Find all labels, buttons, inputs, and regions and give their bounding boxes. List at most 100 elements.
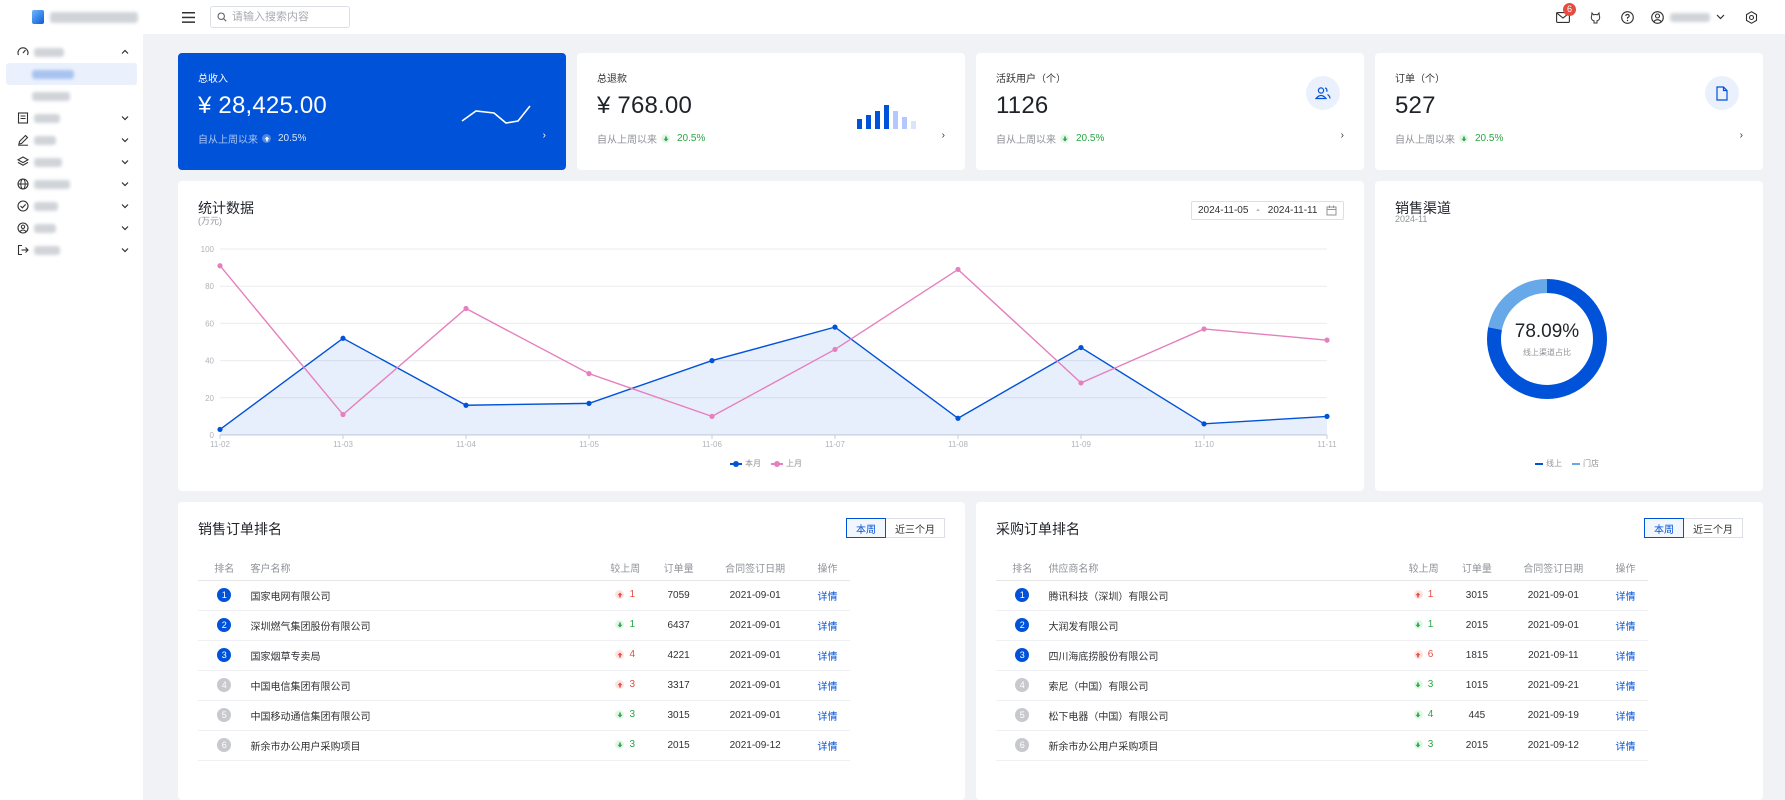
github-button[interactable] bbox=[1579, 0, 1611, 34]
table-row[interactable]: 4 中国电信集团有限公司 3 3317 2021-09-01 详情 bbox=[198, 670, 850, 701]
data-point[interactable] bbox=[1078, 380, 1084, 386]
data-point[interactable] bbox=[1201, 421, 1207, 427]
table-row[interactable]: 6 新余市办公用户采购项目 3 2015 2021-09-12 详情 bbox=[198, 730, 850, 761]
action-cell: 详情 bbox=[1602, 580, 1648, 611]
column-header: 订单量 bbox=[1450, 556, 1504, 581]
panel-title: 统计数据 bbox=[198, 200, 254, 216]
sidebar-item-user[interactable] bbox=[0, 217, 143, 239]
data-point[interactable] bbox=[709, 358, 715, 364]
data-point[interactable] bbox=[463, 402, 469, 408]
settings-button[interactable] bbox=[1735, 0, 1767, 34]
date-range-picker[interactable]: 2024-11-05 - 2024-11-11 bbox=[1191, 201, 1344, 220]
legend-item-store[interactable]: 门店 bbox=[1572, 458, 1599, 469]
data-point[interactable] bbox=[955, 415, 961, 421]
data-point[interactable] bbox=[463, 305, 469, 312]
search-box[interactable] bbox=[210, 6, 350, 28]
date-start[interactable]: 2024-11-05 bbox=[1198, 205, 1249, 216]
tab-last-three-months[interactable]: 近三个月 bbox=[1684, 518, 1743, 538]
stat-footer-text: 自从上周以来 bbox=[1395, 135, 1455, 146]
detail-link[interactable]: 详情 bbox=[817, 741, 838, 753]
donut-slice-2[interactable] bbox=[1487, 279, 1607, 399]
detail-link[interactable]: 详情 bbox=[1615, 741, 1636, 753]
detail-link[interactable]: 详情 bbox=[817, 591, 838, 603]
arrow-down-icon bbox=[1413, 740, 1423, 750]
stat-card-revenue[interactable]: 总收入 ¥ 28,425.00 自从上周以来 20.5% › bbox=[178, 53, 566, 170]
trend-value: 1 bbox=[1427, 589, 1434, 601]
stat-card-refund[interactable]: 总退款 ¥ 768.00 自从上周以来 20.5% › bbox=[577, 53, 965, 170]
sidebar-subitem-2[interactable] bbox=[6, 85, 137, 107]
app-logo[interactable] bbox=[0, 0, 165, 34]
data-point[interactable] bbox=[709, 413, 715, 419]
orders-cell: 3317 bbox=[651, 670, 706, 701]
data-point[interactable] bbox=[340, 335, 346, 341]
legend-item-last-month[interactable]: 上月 bbox=[771, 458, 802, 469]
detail-link[interactable]: 详情 bbox=[1615, 651, 1636, 663]
sidebar-item-result[interactable] bbox=[0, 195, 143, 217]
legend-label: 本月 bbox=[745, 459, 761, 468]
table-row[interactable]: 5 松下电器（中国）有限公司 4 445 2021-09-19 详情 bbox=[996, 700, 1648, 731]
stat-more-icon[interactable]: › bbox=[941, 130, 945, 141]
data-point[interactable] bbox=[340, 411, 346, 418]
sidebar-item-logout[interactable] bbox=[0, 239, 143, 261]
mail-button[interactable]: 6 bbox=[1547, 0, 1579, 34]
legend-item-online[interactable]: 线上 bbox=[1535, 458, 1562, 469]
date-cell: 2021-09-01 bbox=[705, 580, 805, 611]
tab-last-three-months[interactable]: 近三个月 bbox=[886, 518, 945, 538]
table-row[interactable]: 1 腾讯科技（深圳）有限公司 1 3015 2021-09-01 详情 bbox=[996, 580, 1648, 611]
table-row[interactable]: 6 新余市办公用户采购项目 3 2015 2021-09-12 详情 bbox=[996, 730, 1648, 761]
data-point[interactable] bbox=[586, 400, 592, 406]
stat-more-icon[interactable]: › bbox=[1340, 130, 1344, 141]
table-row[interactable]: 4 索尼（中国）有限公司 3 1015 2021-09-21 详情 bbox=[996, 670, 1648, 701]
y-tick-label: 0 bbox=[210, 431, 215, 440]
user-menu[interactable] bbox=[1643, 0, 1735, 34]
sidebar-item-form[interactable] bbox=[0, 129, 143, 151]
help-button[interactable] bbox=[1611, 0, 1643, 34]
sidebar-item-list[interactable] bbox=[0, 107, 143, 129]
stat-card-orders[interactable]: 订单（个） 527 自从上周以来 20.5% › bbox=[1375, 53, 1763, 170]
data-point[interactable] bbox=[586, 371, 592, 377]
search-input[interactable] bbox=[232, 11, 342, 23]
column-header: 客户名称 bbox=[250, 556, 599, 581]
table-row[interactable]: 2 大润发有限公司 1 2015 2021-09-01 详情 bbox=[996, 610, 1648, 641]
legend-item-this-month[interactable]: 本月 bbox=[730, 458, 761, 469]
detail-link[interactable]: 详情 bbox=[1615, 621, 1636, 633]
table-row[interactable]: 5 中国移动通信集团有限公司 3 3015 2021-09-01 详情 bbox=[198, 700, 850, 731]
detail-link[interactable]: 详情 bbox=[817, 681, 838, 693]
tab-this-week[interactable]: 本周 bbox=[846, 518, 886, 538]
data-point[interactable] bbox=[1324, 413, 1330, 419]
detail-link[interactable]: 详情 bbox=[817, 621, 838, 633]
detail-link[interactable]: 详情 bbox=[817, 651, 838, 663]
table-row[interactable]: 3 国家烟草专卖局 4 4221 2021-09-01 详情 bbox=[198, 640, 850, 671]
date-end[interactable]: 2024-11-11 bbox=[1267, 205, 1318, 216]
stat-card-active-users[interactable]: 活跃用户（个） 1126 自从上周以来 20.5% › bbox=[976, 53, 1364, 170]
data-point[interactable] bbox=[217, 426, 223, 433]
data-point[interactable] bbox=[217, 263, 223, 269]
table-row[interactable]: 2 深圳燃气集团股份有限公司 1 6437 2021-09-01 详情 bbox=[198, 610, 850, 641]
sidebar-item-global[interactable] bbox=[0, 173, 143, 195]
detail-link[interactable]: 详情 bbox=[817, 711, 838, 723]
table-row[interactable]: 1 国家电网有限公司 1 7059 2021-09-01 详情 bbox=[198, 580, 850, 611]
data-point[interactable] bbox=[1078, 344, 1084, 351]
stat-more-icon[interactable]: › bbox=[1739, 130, 1743, 141]
hamburger-icon[interactable] bbox=[180, 9, 196, 25]
sidebar-item-dashboard[interactable] bbox=[0, 41, 143, 63]
data-point[interactable] bbox=[832, 346, 838, 353]
table-row[interactable]: 3 四川海底捞股份有限公司 6 1815 2021-09-11 详情 bbox=[996, 640, 1648, 671]
stat-footer: 自从上周以来 20.5% bbox=[1395, 131, 1503, 146]
data-point[interactable] bbox=[1201, 326, 1207, 332]
sidebar-label-redacted bbox=[32, 69, 74, 79]
sidebar-subitem-overview[interactable] bbox=[6, 63, 137, 85]
detail-link[interactable]: 详情 bbox=[1615, 711, 1636, 723]
data-point[interactable] bbox=[1324, 337, 1330, 343]
help-icon bbox=[1620, 10, 1634, 24]
data-point[interactable] bbox=[832, 324, 838, 330]
series-area bbox=[220, 327, 1327, 435]
sidebar-item-layers[interactable] bbox=[0, 151, 143, 173]
trend-cell: 1 bbox=[1397, 580, 1451, 611]
tab-this-week[interactable]: 本周 bbox=[1644, 518, 1684, 538]
data-point[interactable] bbox=[955, 266, 961, 273]
stat-more-icon[interactable]: › bbox=[542, 130, 546, 141]
detail-link[interactable]: 详情 bbox=[1615, 681, 1636, 693]
y-tick-label: 100 bbox=[201, 245, 215, 254]
detail-link[interactable]: 详情 bbox=[1615, 591, 1636, 603]
